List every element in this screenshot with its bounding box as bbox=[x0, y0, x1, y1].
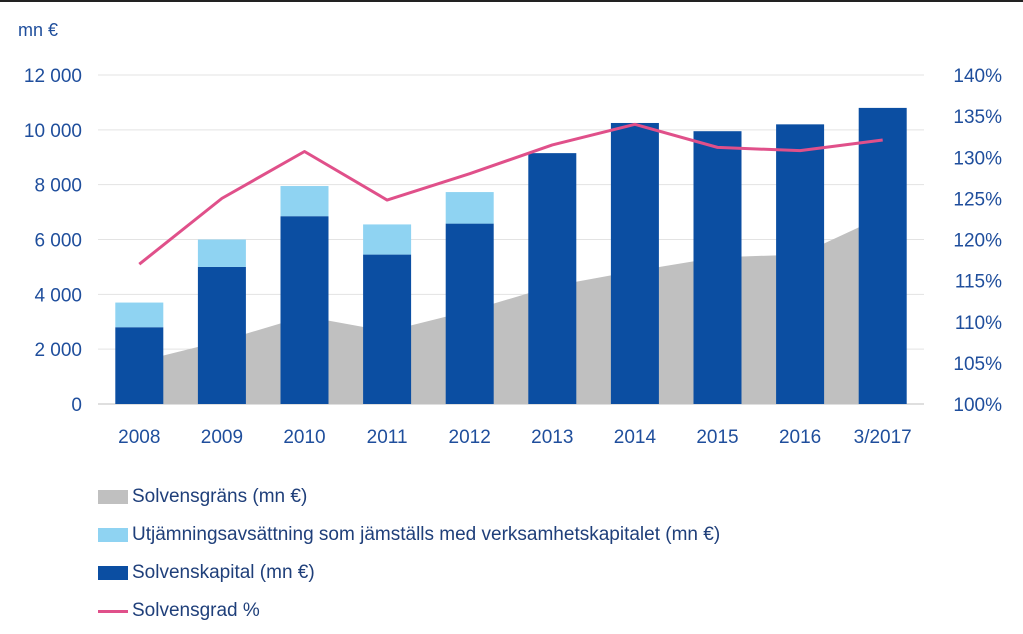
bar-solvenskapital bbox=[197, 266, 246, 404]
right-tick-label: 140% bbox=[953, 66, 1002, 87]
bar-solvenskapital bbox=[693, 131, 742, 404]
right-tick-label: 110% bbox=[955, 313, 1002, 334]
legend-label-solvensgrad: Solvensgrad % bbox=[132, 600, 260, 621]
legend-swatch-utjamningsavsattning bbox=[98, 528, 128, 542]
legend-swatch-solvensgrad bbox=[98, 609, 128, 613]
x-tick-label: 2012 bbox=[449, 427, 491, 448]
legend-label-solvensgrans: Solvensgräns (mn €) bbox=[132, 486, 308, 507]
right-axis-ticks: 100% 105% 110% 115% 120% 125% 130% 135% 140% bbox=[953, 66, 1002, 416]
bar-solvenskapital bbox=[363, 254, 412, 404]
right-tick-label: 125% bbox=[953, 189, 1002, 210]
bar-solvenskapital bbox=[445, 223, 494, 404]
right-tick-label: 120% bbox=[953, 231, 1002, 252]
legend-swatch-solvenskapital bbox=[98, 566, 128, 580]
left-axis-ticks: 0 2 000 4 000 6 000 8 000 10 000 12 000 bbox=[24, 66, 82, 416]
solvensgrad-line bbox=[138, 122, 883, 266]
x-tick-label: 2009 bbox=[201, 427, 243, 448]
x-tick-label: 2016 bbox=[779, 427, 821, 448]
bar-solvenskapital bbox=[858, 107, 907, 405]
top-border-line bbox=[0, 0, 1023, 2]
left-tick-label: 2 000 bbox=[34, 340, 82, 361]
left-tick-label: 4 000 bbox=[34, 285, 82, 306]
left-tick-label: 10 000 bbox=[24, 121, 82, 142]
unit-label: mn € bbox=[18, 20, 58, 40]
x-tick-label: 2010 bbox=[283, 427, 325, 448]
bar-solvenskapital bbox=[528, 153, 577, 404]
x-tick-label: 2008 bbox=[118, 427, 160, 448]
bar-solvenskapital bbox=[776, 124, 825, 404]
left-tick-label: 6 000 bbox=[34, 231, 82, 252]
legend-item-solvensgrad: Solvensgrad % bbox=[98, 592, 720, 630]
x-axis-ticks: 2008 2009 2010 2011 2012 2013 2014 2015 2016 3/20… bbox=[118, 427, 912, 448]
line-solvensgrad bbox=[138, 122, 883, 266]
right-tick-label: 135% bbox=[953, 107, 1002, 128]
x-tick-label: 2015 bbox=[696, 427, 738, 448]
left-tick-label: 8 000 bbox=[34, 176, 82, 197]
right-tick-label: 105% bbox=[953, 354, 1002, 375]
bar-utjamningsavsattning bbox=[363, 224, 412, 255]
bar-solvenskapital bbox=[610, 122, 659, 405]
area-solvensgrans bbox=[139, 216, 883, 404]
bar-utjamningsavsattning bbox=[197, 239, 246, 267]
bar-utjamningsavsattning bbox=[445, 192, 494, 224]
left-tick-label: 12 000 bbox=[24, 66, 82, 87]
legend: Solvensgräns (mn €) Utjämningsavsättning… bbox=[98, 478, 720, 630]
right-tick-label: 100% bbox=[953, 395, 1002, 416]
bar-solvenskapital bbox=[280, 216, 329, 404]
left-tick-label: 0 bbox=[71, 395, 82, 416]
bars bbox=[115, 107, 907, 405]
legend-swatch-solvensgrans bbox=[98, 490, 128, 504]
right-tick-label: 130% bbox=[953, 148, 1002, 169]
x-tick-label: 2011 bbox=[367, 427, 408, 448]
x-tick-label: 2014 bbox=[614, 427, 657, 448]
legend-item-utjamningsavsattning: Utjämningsavsättning som jämställs med v… bbox=[98, 516, 720, 554]
x-tick-label: 2013 bbox=[531, 427, 573, 448]
legend-label-utjamningsavsattning: Utjämningsavsättning som jämställs med v… bbox=[132, 524, 721, 545]
legend-item-solvenskapital: Solvenskapital (mn €) bbox=[98, 554, 720, 592]
chart: mn € 0 2 000 4 000 6 000 8 000 10 000 12 000 1… bbox=[18, 20, 1002, 448]
x-tick-label: 3/2017 bbox=[854, 427, 912, 448]
right-tick-label: 115% bbox=[955, 272, 1002, 293]
legend-label-solvenskapital: Solvenskapital (mn €) bbox=[132, 562, 315, 583]
solvensgrans-area bbox=[139, 216, 883, 404]
bar-utjamningsavsattning bbox=[115, 302, 164, 328]
bar-utjamningsavsattning bbox=[280, 186, 329, 217]
legend-item-solvensgrans: Solvensgräns (mn €) bbox=[98, 478, 720, 516]
bar-solvenskapital bbox=[115, 327, 164, 404]
